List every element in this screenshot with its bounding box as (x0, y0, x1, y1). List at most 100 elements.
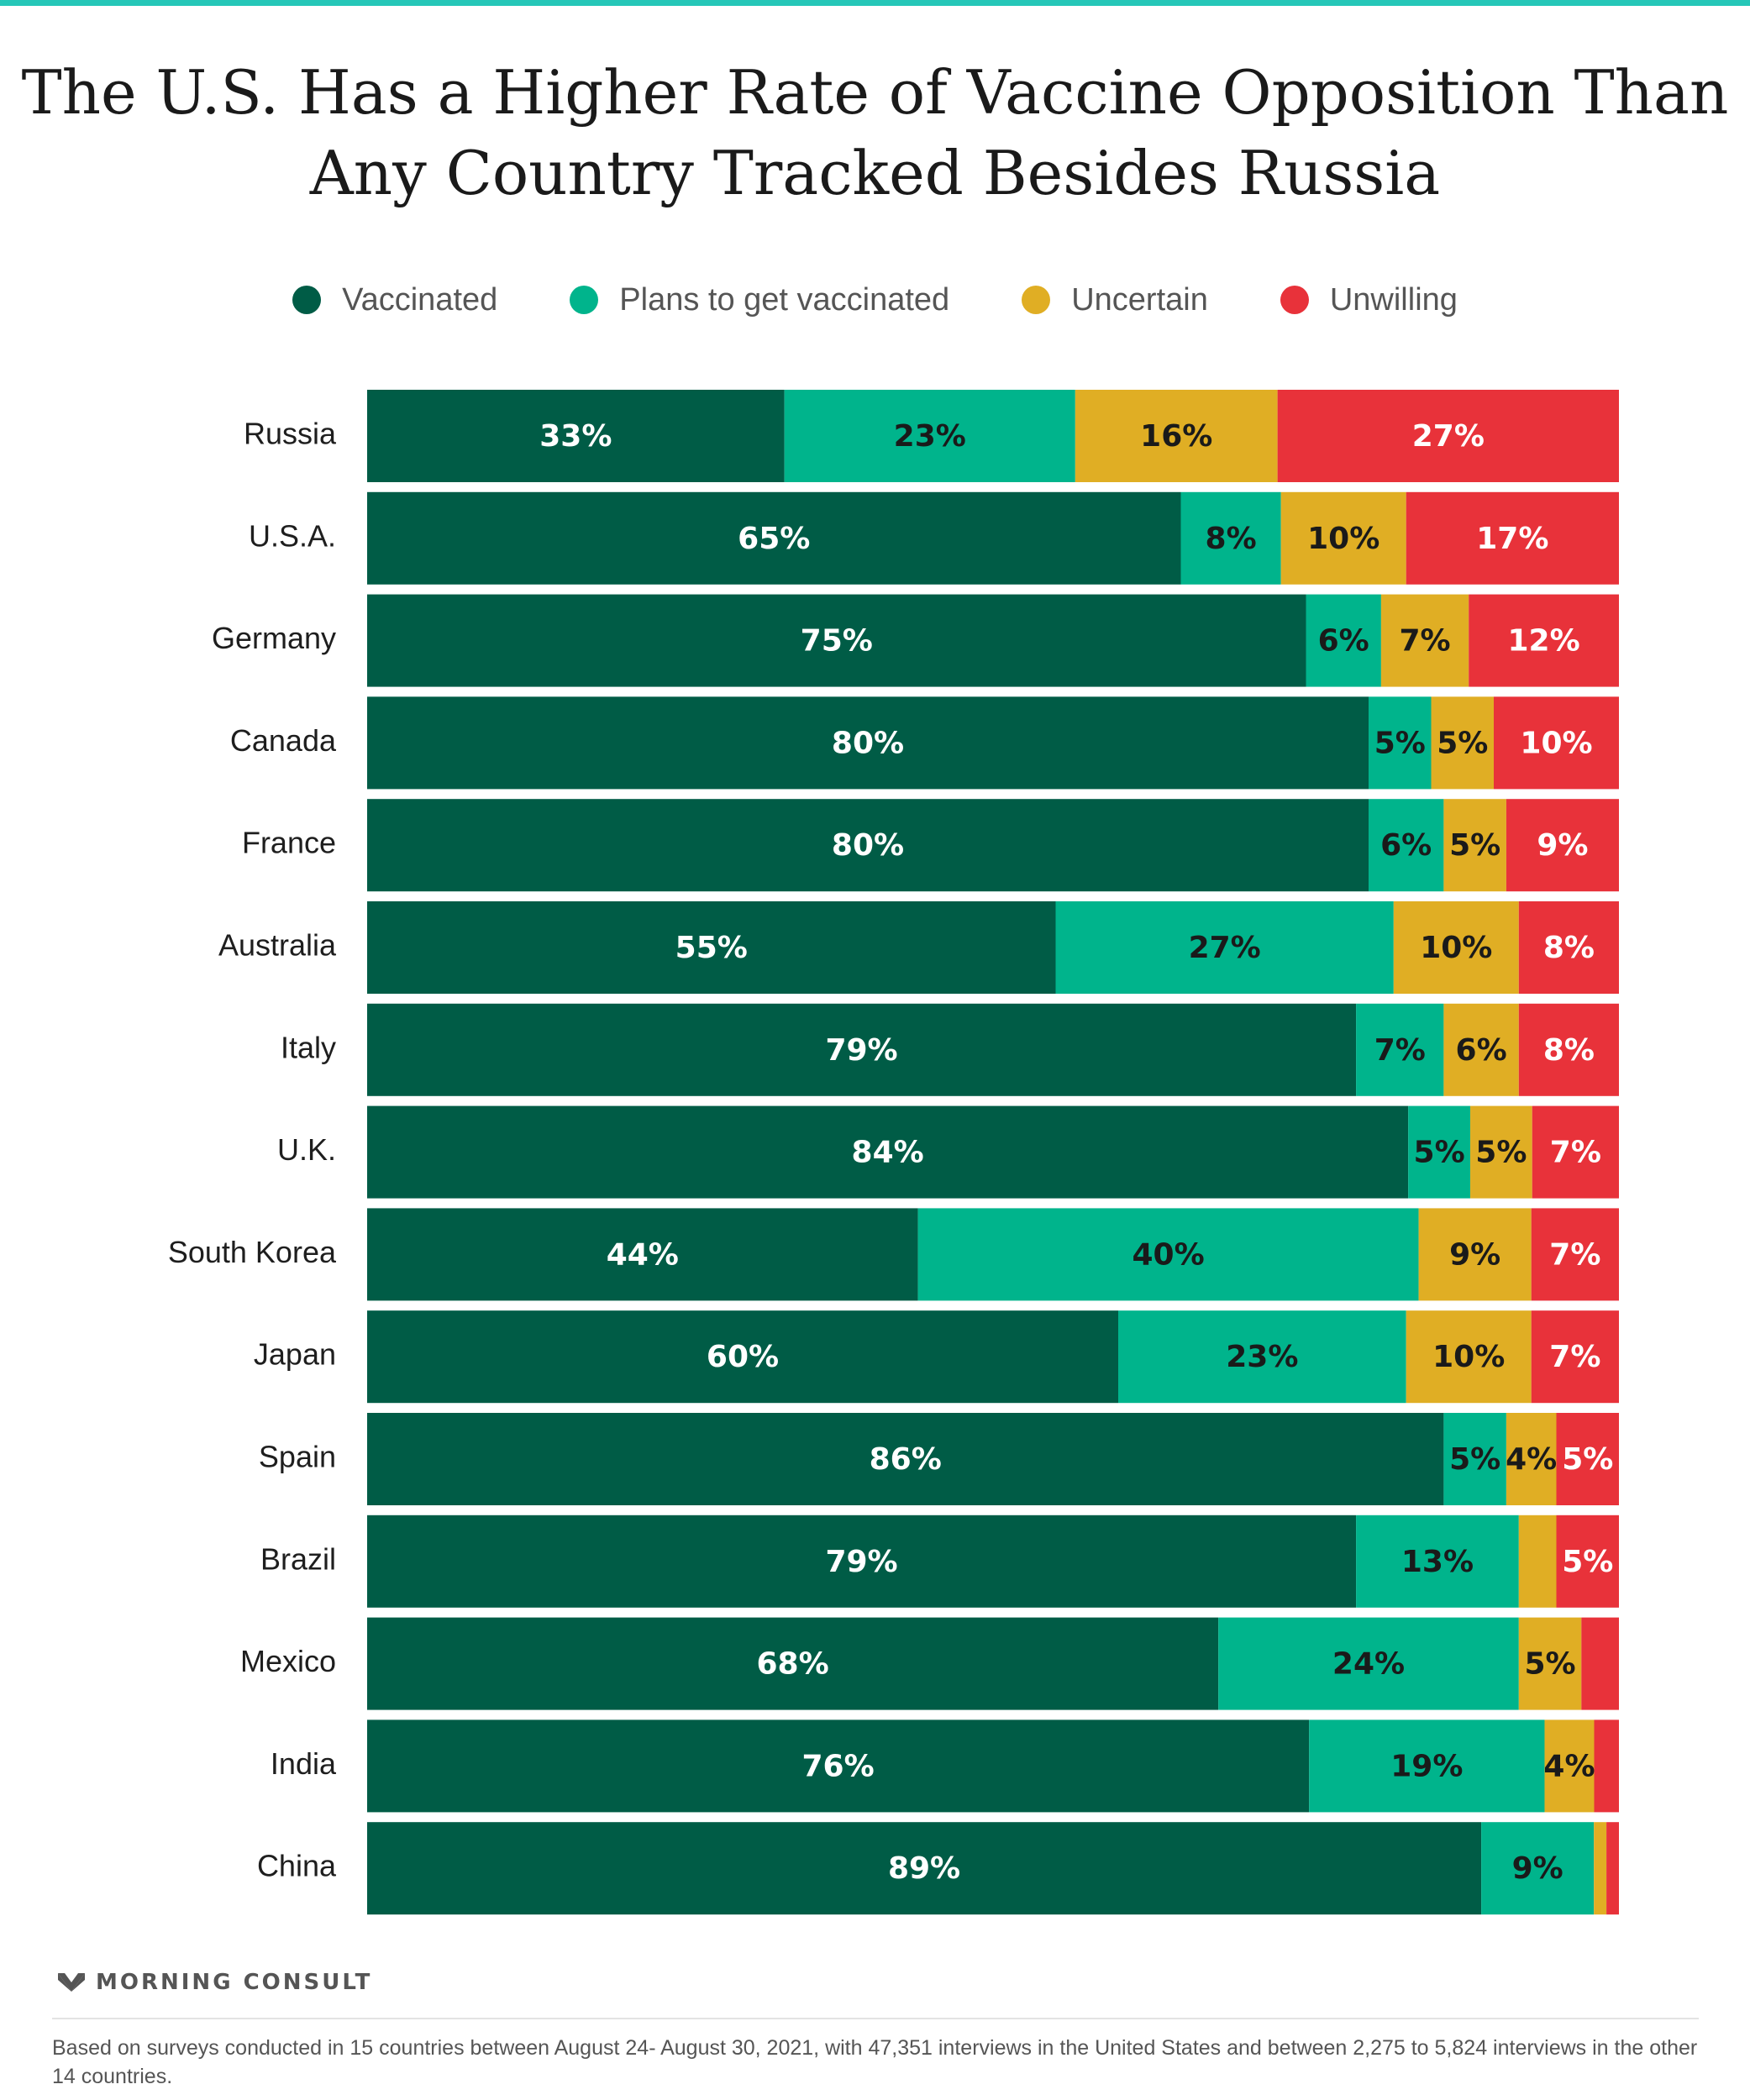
data-label-spain-uncertain: 4% (1506, 1442, 1557, 1477)
data-label-germany-plans: 6% (1318, 624, 1369, 659)
bar-south-korea-vaccinated (367, 1208, 918, 1301)
bar-brazil-plans (1356, 1515, 1519, 1608)
bar-u-k-unwilling (1532, 1105, 1619, 1199)
data-label-u-k-vaccinated: 84% (852, 1136, 924, 1170)
legend-swatch-plans (570, 286, 599, 314)
data-label-brazil-vaccinated: 79% (825, 1545, 897, 1579)
category-label-u-s-a: U.S.A. (249, 518, 336, 553)
bar-u-s-a-plans (1180, 491, 1281, 585)
bar-china-unwilling (1606, 1822, 1619, 1915)
data-label-canada-vaccinated: 80% (832, 726, 904, 760)
data-label-italy-plans: 7% (1374, 1033, 1426, 1068)
data-label-france-plans: 6% (1380, 828, 1432, 863)
bar-italy-uncertain (1443, 1003, 1519, 1096)
data-label-india-uncertain: 4% (1543, 1749, 1595, 1783)
footnote: Based on surveys conducted in 15 countri… (52, 2036, 1698, 2088)
category-label-u-k: U.K. (277, 1132, 336, 1167)
bar-spain-unwilling (1556, 1413, 1619, 1505)
legend-swatch-uncertain (1022, 286, 1051, 314)
category-label-canada: Canada (230, 723, 337, 758)
legend-label-plans: Plans to get vaccinated (619, 281, 950, 318)
legend-swatch-unwilling (1280, 286, 1309, 314)
data-label-japan-plans: 23% (1226, 1340, 1298, 1374)
data-label-australia-unwilling: 8% (1543, 931, 1595, 965)
bar-germany-uncertain (1380, 594, 1469, 687)
bar-spain-plans (1443, 1413, 1506, 1505)
category-label-spain: Spain (259, 1440, 336, 1474)
legend-item-vaccinated: Vaccinated (292, 282, 497, 318)
data-label-south-korea-plans: 40% (1133, 1237, 1205, 1272)
bar-france-vaccinated (367, 799, 1369, 892)
data-label-canada-plans: 5% (1374, 726, 1426, 760)
category-label-india: India (271, 1746, 337, 1781)
data-label-italy-unwilling: 8% (1543, 1033, 1595, 1068)
data-label-italy-uncertain: 6% (1456, 1033, 1507, 1068)
bar-south-korea-uncertain (1418, 1208, 1532, 1301)
bar-canada-unwilling (1494, 696, 1619, 790)
bar-mexico-unwilling (1581, 1617, 1619, 1710)
data-label-japan-unwilling: 7% (1549, 1340, 1600, 1374)
category-label-australia: Australia (218, 928, 337, 963)
bar-mexico-plans (1218, 1617, 1519, 1710)
data-label-spain-unwilling: 5% (1562, 1442, 1613, 1477)
bar-south-korea-unwilling (1531, 1208, 1619, 1301)
bar-australia-uncertain (1393, 901, 1519, 994)
bar-brazil-vaccinated (367, 1515, 1357, 1608)
bar-mexico-uncertain (1518, 1617, 1582, 1710)
data-label-south-korea-unwilling: 7% (1549, 1237, 1600, 1272)
bar-germany-vaccinated (367, 594, 1306, 687)
data-label-mexico-uncertain: 5% (1524, 1647, 1575, 1682)
data-label-australia-uncertain: 10% (1420, 931, 1492, 965)
data-label-u-k-plans: 5% (1414, 1136, 1465, 1170)
bar-india-vaccinated (367, 1719, 1310, 1813)
data-label-france-unwilling: 9% (1537, 828, 1588, 863)
chart-title: The U.S. Has a Higher Rate of Vaccine Op… (0, 52, 1750, 213)
category-label-mexico: Mexico (240, 1644, 336, 1678)
category-label-south-korea: South Korea (168, 1235, 337, 1269)
footer-divider (52, 2018, 1699, 2019)
data-label-brazil-unwilling: 5% (1562, 1545, 1613, 1579)
data-label-russia-uncertain: 16% (1140, 419, 1212, 454)
data-label-u-k-unwilling: 7% (1550, 1136, 1601, 1170)
bar-italy-plans (1356, 1003, 1444, 1096)
data-label-china-vaccinated: 89% (888, 1851, 960, 1886)
brand-mark: MORNING CONSULT (55, 1966, 372, 1999)
bar-brazil-uncertain (1518, 1515, 1557, 1608)
data-label-france-vaccinated: 80% (832, 828, 904, 863)
category-label-brazil: Brazil (260, 1541, 336, 1576)
bar-u-s-a-uncertain (1280, 491, 1406, 585)
legend-item-uncertain: Uncertain (1022, 282, 1208, 318)
data-label-spain-plans: 5% (1449, 1442, 1500, 1477)
data-label-germany-unwilling: 12% (1508, 624, 1580, 659)
top-accent-rule (0, 0, 1750, 6)
bar-canada-uncertain (1431, 696, 1494, 790)
legend-label-vaccinated: Vaccinated (342, 281, 498, 318)
bar-canada-vaccinated (367, 696, 1369, 790)
legend-label-uncertain: Uncertain (1071, 281, 1208, 318)
bar-china-uncertain (1594, 1822, 1607, 1915)
legend-item-plans: Plans to get vaccinated (570, 282, 949, 318)
bar-india-uncertain (1544, 1719, 1595, 1813)
data-label-russia-plans: 23% (894, 419, 966, 454)
bar-russia-uncertain (1075, 390, 1278, 482)
bar-spain-uncertain (1506, 1413, 1557, 1505)
data-label-brazil-plans: 13% (1401, 1545, 1474, 1579)
bar-u-k-plans (1408, 1105, 1470, 1199)
data-label-china-plans: 9% (1512, 1851, 1563, 1886)
bar-australia-unwilling (1518, 901, 1619, 994)
bar-mexico-vaccinated (367, 1617, 1219, 1710)
data-label-india-plans: 19% (1390, 1749, 1463, 1783)
bar-u-s-a-unwilling (1406, 491, 1619, 585)
bar-south-korea-plans (917, 1208, 1419, 1301)
data-label-u-s-a-uncertain: 10% (1307, 522, 1380, 556)
data-label-india-vaccinated: 76% (802, 1749, 875, 1783)
bar-japan-uncertain (1406, 1310, 1532, 1404)
bar-brazil-unwilling (1556, 1515, 1619, 1608)
data-label-italy-vaccinated: 79% (825, 1033, 897, 1068)
data-label-south-korea-vaccinated: 44% (607, 1237, 679, 1272)
data-label-france-uncertain: 5% (1449, 828, 1500, 863)
bar-italy-unwilling (1518, 1003, 1619, 1096)
bar-russia-plans (784, 390, 1075, 482)
chart-title-line-2: Any Country Tracked Besides Russia (309, 138, 1441, 208)
bar-germany-unwilling (1469, 594, 1619, 687)
